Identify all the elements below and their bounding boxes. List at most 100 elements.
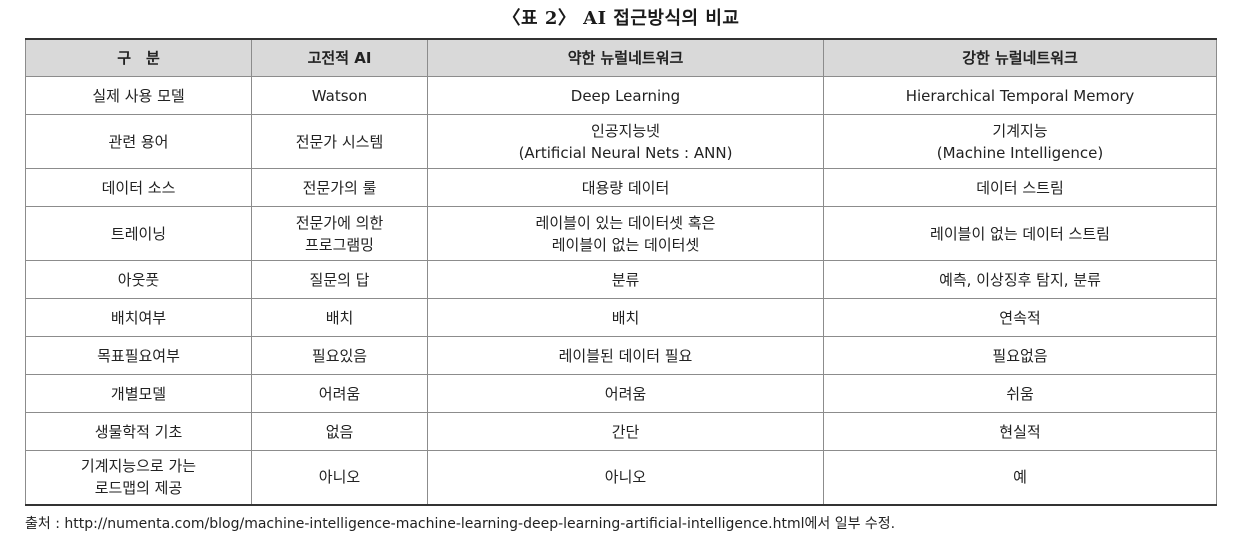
- cell-text-line: 기계지능으로 가는: [80, 457, 197, 476]
- cell-text-line: 전문가의 룰: [302, 178, 377, 197]
- strong-nn-cell: 현실적: [823, 412, 1217, 451]
- cell-text-line: (Artificial Neural Nets : ANN): [518, 143, 733, 162]
- cell-text-line: 프로그램밍: [304, 235, 374, 254]
- cell-text-line: 아니오: [604, 468, 647, 487]
- cell-text-line: 기계지능: [992, 121, 1048, 140]
- cell-text-line: 예: [1013, 468, 1027, 487]
- weak-nn-cell: 어려움: [427, 374, 824, 413]
- cell-text-line: 관련 용어: [108, 132, 169, 151]
- cell-text-line: 레이블이 있는 데이터셋 혹은: [535, 213, 716, 232]
- cell-text-line: 레이블된 데이터 필요: [558, 346, 693, 365]
- cell-text-line: 아니오: [318, 468, 361, 487]
- cell-text-line: 어려움: [318, 384, 361, 403]
- category-cell: 목표필요여부: [25, 336, 252, 375]
- cell-text-line: 배치: [611, 308, 640, 327]
- cell-text-line: 어려움: [604, 384, 647, 403]
- header-strong-neural-network: 강한 뉴럴네트워크: [823, 38, 1217, 77]
- table-row: 트레이닝 전문가에 의한 프로그램밍 레이블이 있는 데이터셋 혹은 레이블이 없는 데…: [25, 206, 1217, 261]
- cell-text-line: 데이터 스트림: [976, 178, 1064, 197]
- source-note: 출처 : http://numenta.com/blog/machine-int…: [25, 516, 896, 532]
- classical-ai-cell: 아니오: [251, 450, 428, 505]
- comparison-table: 구 분 고전적 AI 약한 뉴럴네트워크 강한 뉴럴네트워크 실제 사용 모델 W…: [25, 38, 1217, 506]
- cell-text-line: 로드맵의 제공: [94, 479, 183, 498]
- cell-text-line: 전문가 시스템: [295, 132, 384, 151]
- cell-text-line: Deep Learning: [570, 86, 681, 105]
- cell-text-line: 실제 사용 모델: [92, 86, 185, 105]
- strong-nn-cell: Hierarchical Temporal Memory: [823, 76, 1217, 115]
- table-row: 실제 사용 모델 Watson Deep Learning Hierarchical …: [25, 76, 1217, 115]
- strong-nn-cell: 기계지능 (Machine Intelligence): [823, 114, 1217, 169]
- category-cell: 생물학적 기초: [25, 412, 252, 451]
- table-row: 관련 용어 전문가 시스템 인공지능넷 (Artificial Neural Nets…: [25, 114, 1217, 169]
- classical-ai-cell: 어려움: [251, 374, 428, 413]
- classical-ai-cell: 배치: [251, 298, 428, 337]
- cell-text-line: 쉬움: [1006, 384, 1034, 403]
- weak-nn-cell: 레이블된 데이터 필요: [427, 336, 824, 375]
- weak-nn-cell: Deep Learning: [427, 76, 824, 115]
- cell-text-line: 전문가에 의한: [295, 213, 384, 232]
- classical-ai-cell: 질문의 답: [251, 260, 428, 299]
- cell-text-line: 데이터 소스: [101, 178, 176, 197]
- category-cell: 배치여부: [25, 298, 252, 337]
- cell-text-line: Hierarchical Temporal Memory: [905, 86, 1135, 105]
- table-row: 배치여부 배치 배치 연속적: [25, 298, 1217, 337]
- category-cell: 트레이닝: [25, 206, 252, 261]
- cell-text-line: 배치여부: [110, 308, 167, 327]
- classical-ai-cell: 없음: [251, 412, 428, 451]
- table-header-row: 구 분 고전적 AI 약한 뉴럴네트워크 강한 뉴럴네트워크: [25, 38, 1217, 77]
- cell-text-line: 레이블이 없는 데이터 스트림: [930, 224, 1110, 243]
- cell-text-line: 대용량 데이터: [581, 178, 670, 197]
- cell-text-line: 레이블이 없는 데이터셋: [551, 235, 700, 254]
- header-category: 구 분: [25, 38, 252, 77]
- cell-text-line: 개별모델: [110, 384, 167, 403]
- header-classical-ai: 고전적 AI: [251, 38, 428, 77]
- table-row: 개별모델 어려움 어려움 쉬움: [25, 374, 1217, 413]
- weak-nn-cell: 배치: [427, 298, 824, 337]
- weak-nn-cell: 아니오: [427, 450, 824, 505]
- classical-ai-cell: Watson: [251, 76, 428, 115]
- weak-nn-cell: 대용량 데이터: [427, 168, 824, 207]
- cell-text-line: 목표필요여부: [97, 346, 180, 365]
- strong-nn-cell: 쉬움: [823, 374, 1217, 413]
- strong-nn-cell: 예측, 이상징후 탐지, 분류: [823, 260, 1217, 299]
- category-cell: 관련 용어: [25, 114, 252, 169]
- classical-ai-cell: 필요있음: [251, 336, 428, 375]
- table-body: 실제 사용 모델 Watson Deep Learning Hierarchical …: [25, 76, 1217, 505]
- classical-ai-cell: 전문가 시스템: [251, 114, 428, 169]
- table-row: 데이터 소스 전문가의 룰 대용량 데이터 데이터 스트림: [25, 168, 1217, 207]
- cell-text-line: 없음: [325, 422, 354, 441]
- cell-text-line: 아웃풋: [117, 270, 160, 289]
- cell-text-line: 필요있음: [311, 346, 368, 365]
- table-row: 생물학적 기초 없음 간단 현실적: [25, 412, 1217, 451]
- strong-nn-cell: 데이터 스트림: [823, 168, 1217, 207]
- category-cell: 아웃풋: [25, 260, 252, 299]
- strong-nn-cell: 예: [823, 450, 1217, 505]
- weak-nn-cell: 간단: [427, 412, 824, 451]
- cell-text-line: Watson: [311, 86, 368, 105]
- cell-text-line: 연속적: [999, 308, 1041, 327]
- strong-nn-cell: 레이블이 없는 데이터 스트림: [823, 206, 1217, 261]
- weak-nn-cell: 분류: [427, 260, 824, 299]
- header-weak-neural-network: 약한 뉴럴네트워크: [427, 38, 824, 77]
- cell-text-line: 예측, 이상징후 탐지, 분류: [939, 270, 1101, 289]
- cell-text-line: 질문의 답: [309, 270, 370, 289]
- category-cell: 실제 사용 모델: [25, 76, 252, 115]
- table-caption: 〈표 2〉 AI 접근방식의 비교: [502, 8, 740, 29]
- classical-ai-cell: 전문가의 룰: [251, 168, 428, 207]
- category-cell: 데이터 소스: [25, 168, 252, 207]
- cell-text-line: 배치: [325, 308, 354, 327]
- strong-nn-cell: 필요없음: [823, 336, 1217, 375]
- cell-text-line: 트레이닝: [110, 224, 167, 243]
- cell-text-line: 분류: [611, 270, 640, 289]
- weak-nn-cell: 인공지능넷 (Artificial Neural Nets : ANN): [427, 114, 824, 169]
- table-row: 목표필요여부 필요있음 레이블된 데이터 필요 필요없음: [25, 336, 1217, 375]
- table-row: 아웃풋 질문의 답 분류 예측, 이상징후 탐지, 분류: [25, 260, 1217, 299]
- cell-text-line: (Machine Intelligence): [936, 143, 1104, 162]
- category-cell: 개별모델: [25, 374, 252, 413]
- strong-nn-cell: 연속적: [823, 298, 1217, 337]
- cell-text-line: 필요없음: [992, 346, 1048, 365]
